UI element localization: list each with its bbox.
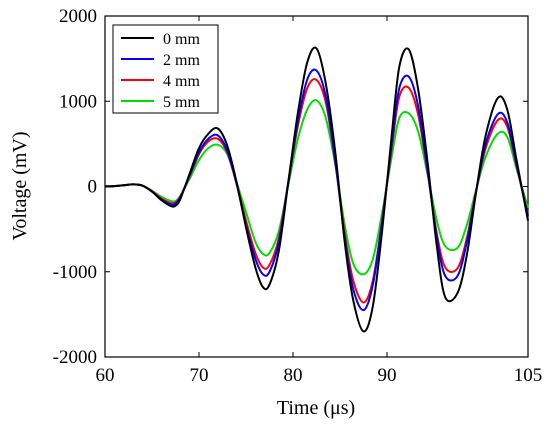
y-tick-label: 1000 (59, 91, 97, 112)
x-axis-label: Time (μs) (277, 397, 355, 419)
y-tick-label: -1000 (53, 262, 97, 283)
series-line-4mm (104, 78, 529, 304)
legend-label-2mm: 2 mm (163, 52, 200, 69)
x-tick-label: 70 (190, 365, 209, 386)
x-tick-label: 90 (378, 365, 397, 386)
x-tick-label: 60 (96, 365, 115, 386)
y-axis-label: Voltage (mV) (9, 131, 31, 240)
y-tick-label: 0 (88, 177, 98, 198)
series-layer (104, 46, 529, 333)
legend-box (112, 24, 219, 114)
x-tick-label: 80 (284, 365, 303, 386)
y-tick-label: -2000 (53, 347, 97, 368)
y-tick-label: 2000 (59, 6, 97, 27)
tick-layer: 60 70 80 90 105 -2000 -1000 0 1000 2000 (53, 6, 543, 386)
legend-label-0mm: 0 mm (163, 31, 200, 48)
series-line-0mm (104, 46, 529, 333)
legend: 0 mm 2 mm 4 mm 5 mm (112, 24, 219, 114)
x-tick-label: 105 (514, 365, 543, 386)
legend-label-5mm: 5 mm (163, 94, 200, 111)
series-line-5mm (104, 99, 529, 276)
legend-label-4mm: 4 mm (163, 73, 200, 90)
series-line-2mm (104, 68, 529, 312)
